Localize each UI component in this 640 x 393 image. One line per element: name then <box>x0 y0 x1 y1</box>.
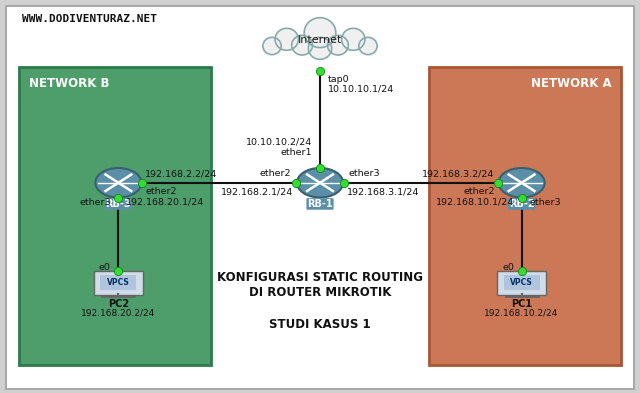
Point <box>137 180 147 186</box>
Text: NETWORK B: NETWORK B <box>29 77 109 90</box>
FancyBboxPatch shape <box>497 271 546 295</box>
Ellipse shape <box>499 168 545 197</box>
Point <box>315 68 325 74</box>
Text: RB-1: RB-1 <box>307 199 333 209</box>
Text: NETWORK A: NETWORK A <box>531 77 611 90</box>
Ellipse shape <box>359 37 377 55</box>
Text: 192.168.10.2/24: 192.168.10.2/24 <box>484 309 559 318</box>
Text: ether3: ether3 <box>349 169 380 178</box>
Point <box>516 195 527 201</box>
Text: 192.168.20.2/24: 192.168.20.2/24 <box>81 309 156 318</box>
FancyBboxPatch shape <box>429 67 621 365</box>
Text: e0: e0 <box>99 263 111 272</box>
Ellipse shape <box>292 35 312 55</box>
Ellipse shape <box>275 28 298 50</box>
Point <box>339 180 349 186</box>
Point <box>315 165 325 171</box>
Ellipse shape <box>95 168 141 197</box>
Text: WWW.DODIVENTURAZ.NET: WWW.DODIVENTURAZ.NET <box>22 14 157 24</box>
Text: 10.10.10.1/24: 10.10.10.1/24 <box>328 84 394 94</box>
Text: KONFIGURASI STATIC ROUTING: KONFIGURASI STATIC ROUTING <box>217 270 423 284</box>
Text: RB-3: RB-3 <box>106 199 131 209</box>
Point <box>113 268 124 274</box>
Text: ether1: ether1 <box>281 148 312 157</box>
FancyBboxPatch shape <box>272 41 368 51</box>
Ellipse shape <box>304 18 336 48</box>
Text: 192.168.2.1/24: 192.168.2.1/24 <box>221 187 293 196</box>
Point <box>291 180 301 186</box>
Ellipse shape <box>308 37 332 59</box>
Text: Internet: Internet <box>298 35 342 46</box>
Ellipse shape <box>297 168 343 197</box>
Text: 192.168.3.1/24: 192.168.3.1/24 <box>347 187 419 196</box>
Text: ether2: ether2 <box>145 187 177 196</box>
Point <box>113 195 124 201</box>
Text: e0: e0 <box>502 263 514 272</box>
Text: ether3: ether3 <box>79 198 111 207</box>
FancyBboxPatch shape <box>504 275 540 290</box>
Text: ether3: ether3 <box>529 198 561 207</box>
Text: VPCS: VPCS <box>510 278 533 287</box>
Text: 192.168.2.2/24: 192.168.2.2/24 <box>145 169 218 178</box>
Ellipse shape <box>342 28 365 50</box>
Text: PC1: PC1 <box>511 299 532 309</box>
Ellipse shape <box>328 35 348 55</box>
Text: ether2: ether2 <box>260 169 291 178</box>
Text: RB-2: RB-2 <box>509 199 534 209</box>
FancyBboxPatch shape <box>6 6 634 389</box>
FancyBboxPatch shape <box>19 67 211 365</box>
FancyBboxPatch shape <box>100 275 136 290</box>
FancyBboxPatch shape <box>94 271 143 295</box>
Text: DI ROUTER MIKROTIK: DI ROUTER MIKROTIK <box>249 286 391 299</box>
Text: PC2: PC2 <box>108 299 129 309</box>
Text: ether2: ether2 <box>463 187 495 196</box>
Text: 192.168.20.1/24: 192.168.20.1/24 <box>126 198 204 207</box>
Text: VPCS: VPCS <box>107 278 130 287</box>
Text: 10.10.10.2/24: 10.10.10.2/24 <box>246 138 312 147</box>
Text: 192.168.10.1/24: 192.168.10.1/24 <box>436 198 514 207</box>
Point <box>516 268 527 274</box>
Text: STUDI KASUS 1: STUDI KASUS 1 <box>269 318 371 331</box>
Point <box>493 180 503 186</box>
Text: tap0: tap0 <box>328 75 349 84</box>
Text: 192.168.3.2/24: 192.168.3.2/24 <box>422 169 495 178</box>
Ellipse shape <box>263 37 281 55</box>
